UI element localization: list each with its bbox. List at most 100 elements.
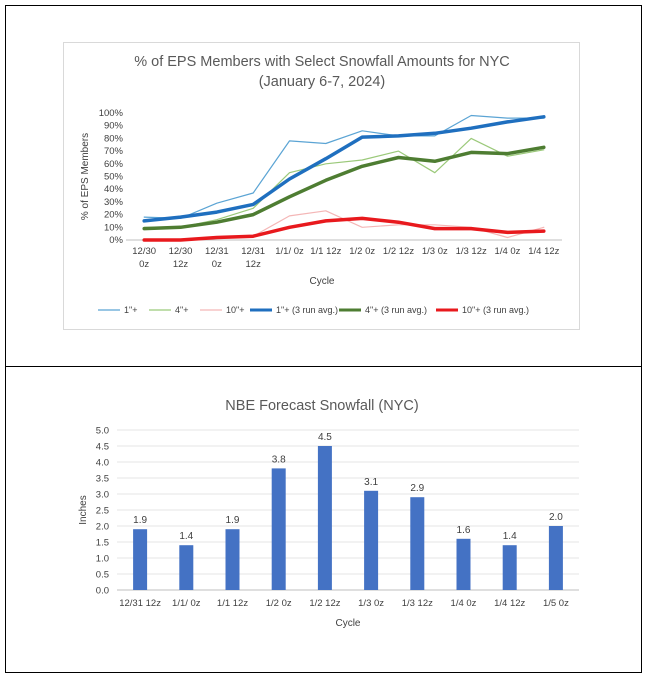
x-tick-label-line: 0z [212,259,222,270]
eps-line-chart: % of EPS Members with Select Snowfall Am… [80,54,562,315]
y-tick-label: 80% [104,133,124,144]
x-axis-title: Cycle [309,276,334,287]
y-tick-label: 0.0 [96,586,109,597]
x-tick-label-line: 12z [246,259,262,270]
y-tick-label: 3.0 [96,490,109,501]
x-tick-label: 1/2 0z [266,598,292,609]
series-line-3 [142,115,546,223]
bar-6 [410,497,425,590]
x-tick-label-line: 0z [139,259,149,270]
data-label-8: 1.4 [503,531,517,542]
y-tick-label: 1.5 [96,538,109,549]
legend-label-0: 1"+ [124,305,137,315]
x-tick-label-line: 1/2 12z [383,246,414,257]
eps-chart-panel: % of EPS Members with Select Snowfall Am… [5,5,642,367]
x-tick-label-line: 1/3 0z [422,246,448,257]
data-label-2: 1.9 [226,515,240,526]
x-tick-label-line: 12/30 [132,246,156,257]
x-tick-label: 12/31 12z [241,246,265,270]
data-label-6: 2.9 [410,483,424,494]
y-tick-label: 20% [104,210,124,221]
y-axis-title: Inches [78,495,89,524]
data-label-7: 1.6 [457,525,471,536]
legend-label-1: 4"+ [175,305,188,315]
data-label-1: 1.4 [179,531,193,542]
bar-0 [133,529,148,590]
x-tick-label-line: 1/3 12z [456,246,487,257]
data-label-9: 2.0 [549,512,563,523]
y-tick-label: 0.5 [96,570,109,581]
y-tick-label: 100% [99,108,124,119]
x-tick-label: 12/30 0z [132,246,156,270]
x-tick-label: 1/2 0z [349,246,375,257]
y-tick-label: 10% [104,222,124,233]
data-label-0: 1.9 [133,515,147,526]
x-tick-label-line: 12z [173,259,189,270]
y-tick-label: 50% [104,172,124,183]
data-label-4: 4.5 [318,432,332,443]
bar-7 [456,538,471,590]
x-tick-label: 1/3 12z [402,598,433,609]
bar-8 [502,545,517,590]
chart-subtitle: (January 6-7, 2024) [259,74,386,90]
x-tick-label: 1/4 12z [528,246,559,257]
bar-3 [271,468,286,590]
x-tick-label: 1/3 0z [422,246,448,257]
legend-label-4: 4"+ (3 run avg.) [365,305,427,315]
bar-5 [364,490,379,590]
x-tick-label: 1/4 0z [451,598,477,609]
x-tick-label: 1/5 0z [543,598,569,609]
y-tick-label: 70% [104,146,124,157]
series-line-1 [143,137,545,228]
x-tick-label-line: 12/31 [241,246,265,257]
x-tick-label: 12/30 12z [169,246,193,270]
series-line-0 [143,114,545,219]
bar-1 [179,545,194,590]
x-tick-label-line: 1/4 12z [528,246,559,257]
y-tick-label: 30% [104,197,124,208]
y-tick-label: 4.0 [96,458,109,469]
y-tick-label: 60% [104,159,124,170]
nbe-chart-panel: NBE Forecast Snowfall (NYC) 0.0 0.5 1.0 1.5 2… [5,366,642,673]
y-tick-label: 3.5 [96,474,109,485]
x-tick-label: 1/2 12z [309,598,340,609]
bar-9 [548,526,563,590]
x-tick-label: 1/3 12z [456,246,487,257]
x-tick-label-line: 1/2 0z [349,246,375,257]
y-tick-label: 1.0 [96,554,109,565]
x-tick-label-line: 1/4 0z [495,246,521,257]
y-tick-label: 40% [104,184,124,195]
y-tick-label: 0% [109,235,123,246]
data-label-5: 3.1 [364,477,378,488]
legend-label-5: 10"+ (3 run avg.) [462,305,529,315]
chart-title: % of EPS Members with Select Snowfall Am… [134,54,510,70]
nbe-bar-chart: NBE Forecast Snowfall (NYC) 0.0 0.5 1.0 1.5 2… [78,398,579,629]
legend-label-3: 1"+ (3 run avg.) [276,305,338,315]
x-tick-label: 1/1/ 0z [172,598,201,609]
bar-4 [317,446,332,590]
x-tick-label: 1/1/ 0z [275,246,304,257]
x-tick-label: 1/1 12z [310,246,341,257]
legend-label-2: 10"+ [226,305,244,315]
data-label-3: 3.8 [272,454,286,465]
x-axis-title: Cycle [335,618,360,629]
y-tick-label: 2.0 [96,522,109,533]
eps-chart-frame: % of EPS Members with Select Snowfall Am… [63,42,580,330]
x-tick-label: 12/31 0z [205,246,229,270]
x-tick-label: 12/31 12z [119,598,161,609]
series-line-4 [142,145,546,231]
x-tick-label-line: 1/1/ 0z [275,246,304,257]
y-tick-label: 90% [104,121,124,132]
bar-2 [225,529,240,590]
y-tick-label: 4.5 [96,442,109,453]
series-line-5 [142,216,546,242]
y-axis-title: % of EPS Members [80,133,91,220]
x-tick-label: 1/3 0z [358,598,384,609]
x-tick-label: 1/4 0z [495,246,521,257]
y-tick-label: 5.0 [96,426,109,437]
x-tick-label: 1/2 12z [383,246,414,257]
chart-title: NBE Forecast Snowfall (NYC) [225,398,418,414]
y-tick-label: 2.5 [96,506,109,517]
x-tick-label: 1/1 12z [217,598,248,609]
x-tick-label-line: 12/30 [169,246,193,257]
